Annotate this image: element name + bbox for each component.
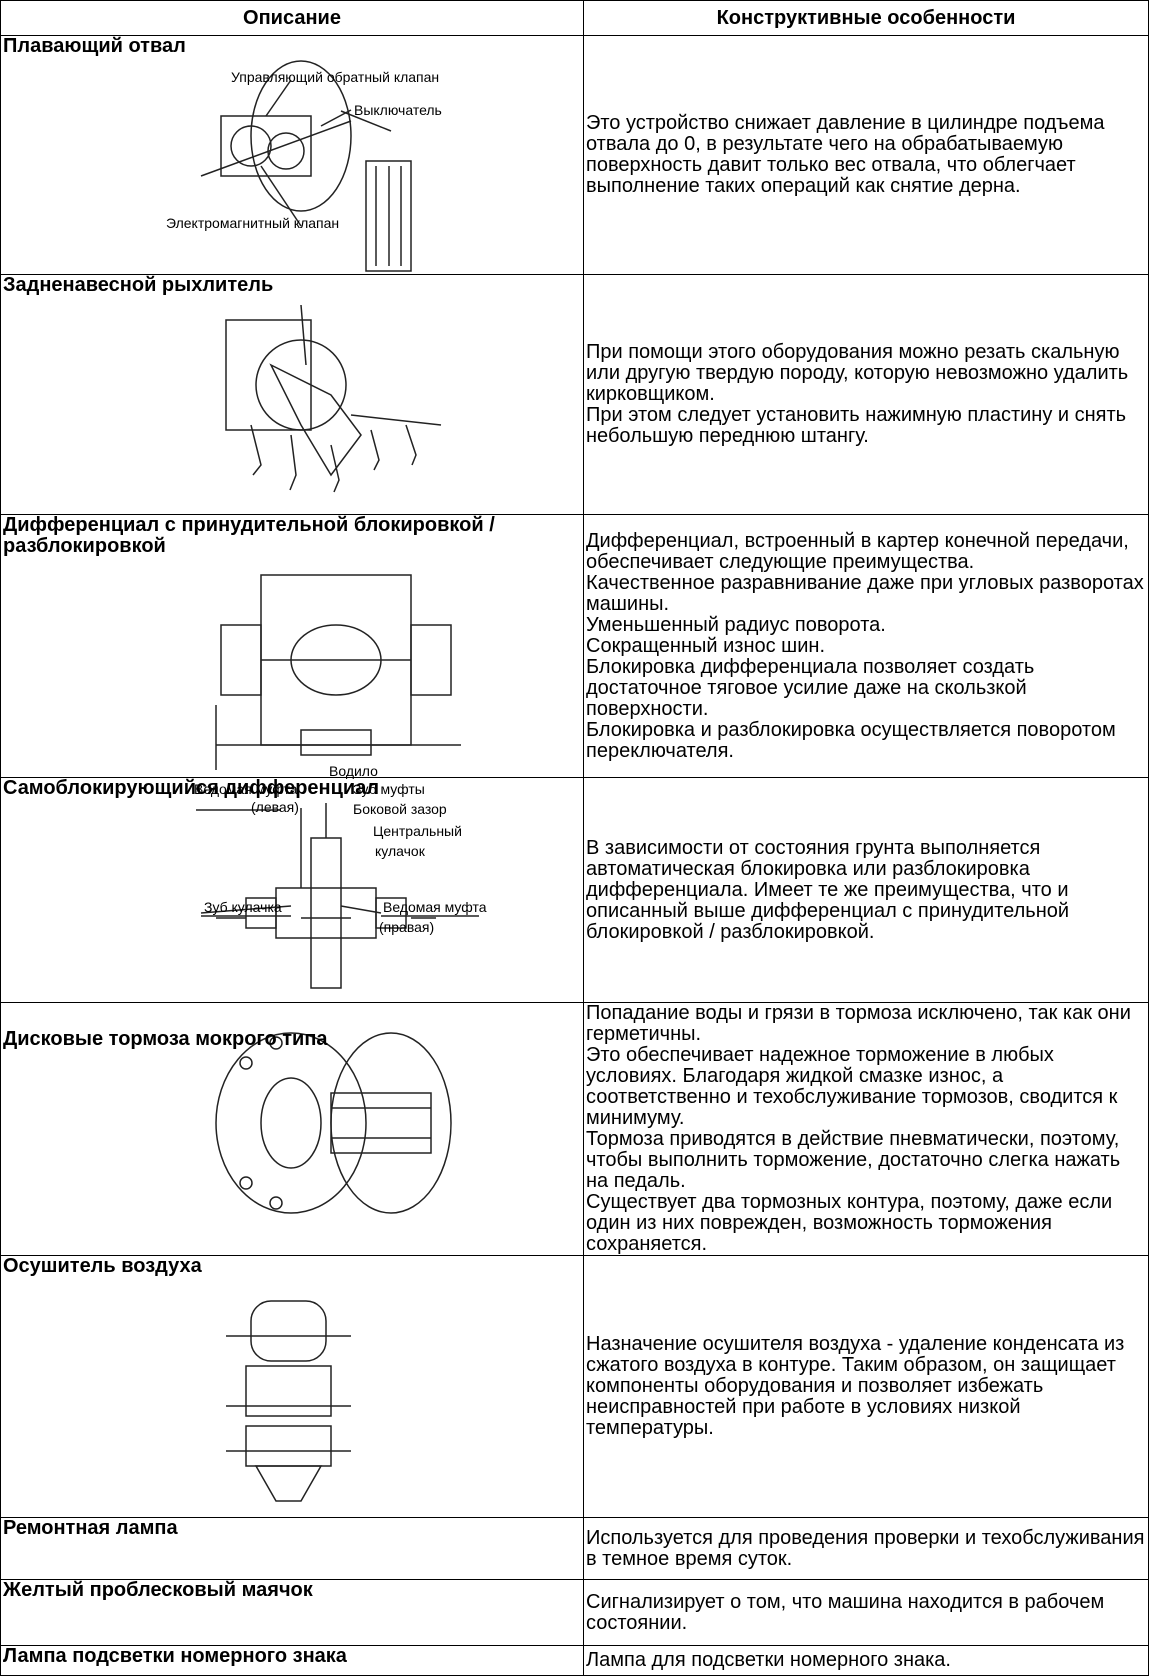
paragraph: В зависимости от состояния грунта выполн… [586, 836, 1070, 943]
table-row: Дисковые тормоза мокрого типа Попадание … [0, 1002, 1149, 1256]
description-cell: Ремонтная лампа [0, 1517, 584, 1580]
row-title: Лампа подсветки номерного знака [3, 1645, 347, 1667]
figure [1, 275, 579, 514]
figure-label: Выключатель [354, 102, 442, 118]
figure: Управляющий обратный клапан Выключатель … [1, 36, 579, 274]
row-title: Самоблокирующийся дифференциал [3, 777, 380, 799]
table-row: Осушитель воздуха Назначение осушителя в… [0, 1255, 1149, 1518]
figure [1, 515, 579, 777]
feature-cell: Лампа для подсветки номерного знака. [583, 1645, 1149, 1676]
description-cell: Управляющий обратный клапан Выключатель … [0, 35, 584, 275]
figure-label: Боковой зазор [353, 801, 447, 817]
paragraph: Дифференциал, встроенный в картер конечн… [586, 529, 1129, 573]
row-title: Плавающий отвал [3, 35, 186, 57]
feature-cell: Это устройство снижает давление в цилинд… [583, 35, 1149, 275]
illustration [225, 304, 442, 493]
feature-cell: Попадание воды и грязи в тормоза исключе… [583, 1002, 1149, 1256]
row-title: Дисковые тормоза мокрого типа [3, 1028, 328, 1050]
figure [1, 1256, 579, 1517]
paragraph: Это устройство снижает давление в цилинд… [586, 112, 1105, 197]
paragraph: Блокировка дифференциала позволяет созда… [586, 655, 1035, 720]
row-title: Желтый проблесковый маячок [3, 1579, 313, 1601]
figure-label: Ведомая муфта [383, 899, 487, 915]
figure-label: Ведомая муфта [194, 781, 298, 797]
table-row: Водило Ведомая муфта (левая) Зуб муфты Б… [0, 764, 1149, 1003]
figure-label: Зуб кулачка [204, 899, 282, 915]
figure: Водило Ведомая муфта (левая) Зуб муфты Б… [1, 764, 579, 1002]
feature-cell: Используется для проведения проверки и т… [583, 1517, 1149, 1580]
illustration [200, 60, 412, 272]
table-row: Желтый проблесковый маячок Сигнализирует… [0, 1579, 1149, 1646]
feature-cell: При помощи этого оборудования можно реза… [583, 274, 1149, 515]
paragraph: При этом следует установить нажимную пла… [586, 404, 1127, 447]
header-cell: Описание [0, 0, 584, 36]
feature-cell: Сигнализирует о том, что машина находитс… [583, 1579, 1149, 1646]
illustration [215, 1032, 452, 1214]
header-row: Описание Конструктивные особенности [0, 0, 1149, 36]
figure [1, 1003, 579, 1255]
paragraph: Тормоза приводятся в действие пневматиче… [586, 1128, 1121, 1192]
paragraph: Качественное разравнивание даже при угло… [586, 571, 1144, 615]
description-cell: Водило Ведомая муфта (левая) Зуб муфты Б… [0, 764, 584, 1003]
table-row: Ремонтная лампа Используется для проведе… [0, 1517, 1149, 1580]
figure-label: кулачок [375, 843, 425, 859]
figure-label: Зуб муфты [353, 781, 425, 797]
paragraph: Используется для проведения проверки и т… [586, 1526, 1145, 1570]
paragraph: Назначение осушителя воздуха - удаление … [586, 1333, 1125, 1439]
description-cell: Задненавесной рыхлитель [0, 274, 584, 515]
description-cell: Осушитель воздуха [0, 1255, 584, 1518]
paragraph: Лампа для подсветки номерного знака. [586, 1649, 951, 1671]
figure-label: (правая) [379, 919, 435, 935]
figure-label: Электромагнитный клапан [166, 215, 340, 231]
figure-label: Центральный [373, 823, 462, 839]
illustration [196, 803, 479, 989]
feature-cell: Назначение осушителя воздуха - удаление … [583, 1255, 1149, 1518]
header-cell: Конструктивные особенности [583, 0, 1149, 36]
feature-cell: Дифференциал, встроенный в картер конечн… [583, 514, 1149, 778]
illustration [215, 574, 461, 770]
figure-label: Управляющий обратный клапан [231, 69, 440, 85]
paragraph: Сокращенный износ шин. [586, 634, 825, 657]
row-title: Задненавесной рыхлитель [3, 274, 274, 296]
paragraph: Попадание воды и грязи в тормоза исключе… [586, 1002, 1131, 1045]
paragraph: Сигнализирует о том, что машина находитс… [586, 1590, 1105, 1634]
paragraph: Это обеспечивает надежное торможение в л… [586, 1044, 1118, 1129]
row-title: Осушитель воздуха [3, 1255, 202, 1277]
description-cell: Дисковые тормоза мокрого типа [0, 1002, 584, 1256]
paragraph: Уменьшенный радиус поворота. [586, 613, 886, 636]
paragraph: Блокировка и разблокировка осуществляетс… [586, 718, 1116, 762]
paragraph: Существует два тормозных контура, поэтом… [586, 1191, 1113, 1255]
table-row: Лампа подсветки номерного знака Лампа дл… [0, 1645, 1149, 1676]
figure-label: (левая) [251, 799, 299, 815]
table-row: Управляющий обратный клапан Выключатель … [0, 35, 1149, 275]
description-cell: Дифференциал с принудительной блокировко… [0, 514, 584, 778]
row-title: Дифференциал с принудительной блокировко… [3, 514, 495, 557]
paragraph: При помощи этого оборудования можно реза… [586, 341, 1129, 405]
figure-label: Водило [329, 763, 378, 779]
table-row: Дифференциал с принудительной блокировко… [0, 514, 1149, 778]
table-row: Задненавесной рыхлитель При помощи этого… [0, 274, 1149, 515]
description-cell: Лампа подсветки номерного знака [0, 1645, 584, 1676]
feature-cell: В зависимости от состояния грунта выполн… [583, 777, 1149, 1003]
description-cell: Желтый проблесковый маячок [0, 1579, 584, 1646]
illustration [226, 1300, 351, 1502]
row-title: Ремонтная лампа [3, 1517, 178, 1539]
